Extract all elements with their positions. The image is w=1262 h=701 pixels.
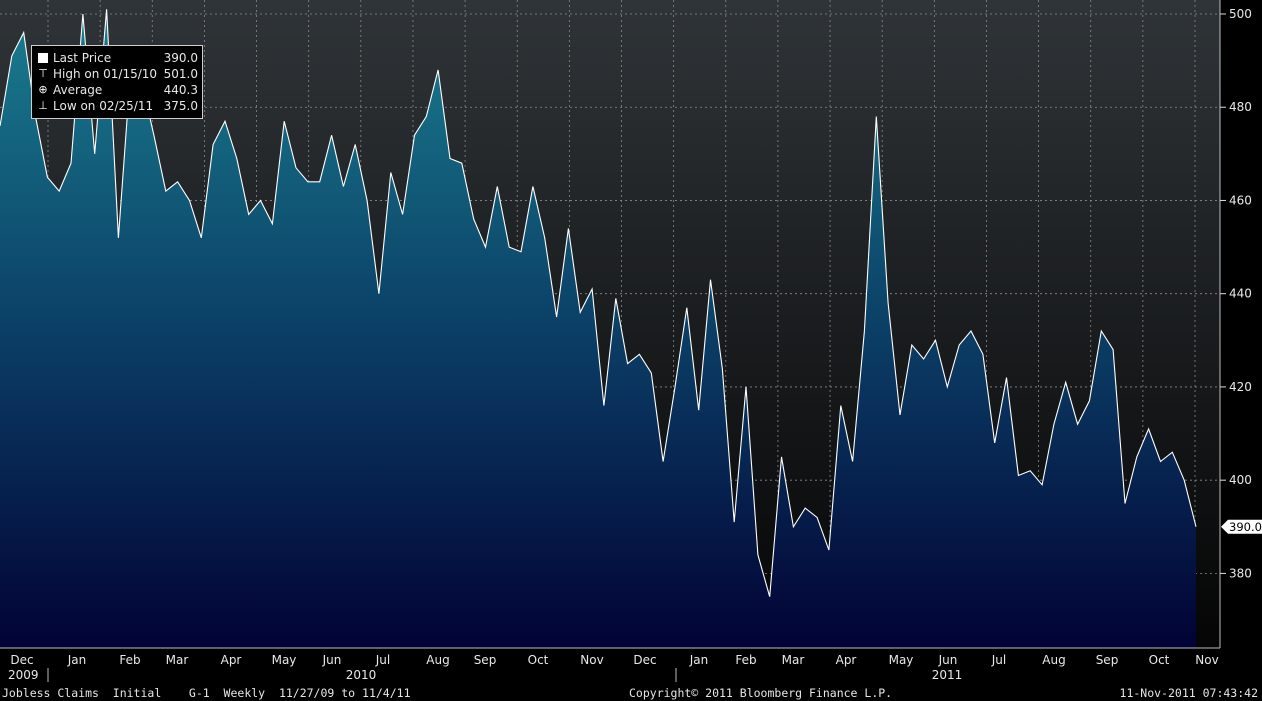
y-tick-label: 380 — [1229, 566, 1252, 580]
y-axis: 380 400 420 440 460 480 500 — [1220, 7, 1252, 580]
last-price-label: 390.0 — [1229, 520, 1262, 534]
x-year-label: 2011 — [932, 668, 963, 682]
series-area-fill — [0, 9, 1196, 649]
x-tick-label: Feb — [119, 653, 140, 667]
x-tick-label: Jun — [322, 653, 342, 667]
legend-value: 501.0 — [163, 67, 198, 81]
legend-label: Average — [53, 83, 103, 97]
y-tick-label: 480 — [1229, 100, 1252, 114]
y-tick-label: 420 — [1229, 380, 1252, 394]
y-tick-label: 460 — [1229, 193, 1252, 207]
x-tick-label: Dec — [633, 653, 656, 667]
legend: Last Price 390.0 ⊤ High on 01/15/10 501.… — [31, 45, 203, 119]
legend-value: 375.0 — [163, 99, 198, 113]
y-tick-label: 440 — [1229, 287, 1252, 301]
x-tick-label: Apr — [221, 653, 242, 667]
legend-item-high: ⊤ High on 01/15/10 501.0 — [32, 66, 202, 82]
legend-value: 440.3 — [163, 83, 198, 97]
low-marker-icon: ⊥ — [38, 99, 48, 112]
legend-item-last-price: Last Price 390.0 — [32, 50, 202, 66]
x-tick-label: Mar — [166, 653, 189, 667]
x-tick-label: Aug — [1042, 653, 1065, 667]
x-year-label: 2010 — [346, 668, 377, 682]
x-tick-label: May — [272, 653, 297, 667]
x-tick-label: Dec — [10, 653, 33, 667]
x-tick-label: Sep — [474, 653, 497, 667]
high-marker-icon: ⊤ — [38, 67, 48, 80]
x-tick-label: Mar — [782, 653, 805, 667]
last-price-marker: 390.0 — [1221, 519, 1262, 534]
average-marker-icon: ⊕ — [38, 83, 48, 96]
x-tick-label: Feb — [735, 653, 756, 667]
x-tick-label: Jan — [67, 653, 87, 667]
x-tick-label: Aug — [426, 653, 449, 667]
x-tick-label: May — [889, 653, 914, 667]
footer-series-info: Jobless Claims Initial G-1 Weekly 11/27/… — [2, 686, 411, 700]
footer-timestamp: 11-Nov-2011 07:43:42 — [1119, 686, 1258, 700]
legend-label: High on 01/15/10 — [53, 67, 158, 81]
x-tick-label: Oct — [1149, 653, 1170, 667]
x-tick-label: Sep — [1096, 653, 1119, 667]
square-icon — [37, 51, 49, 65]
x-tick-label: Nov — [1195, 653, 1218, 667]
y-tick-label: 400 — [1229, 473, 1252, 487]
footer-copyright: Copyright© 2011 Bloomberg Finance L.P. — [629, 686, 893, 700]
x-year-label: 2009 — [8, 668, 39, 682]
x-axis: Dec Jan Feb Mar Apr May Jun Jul Aug Sep Oct Nov Dec J… — [8, 653, 1219, 682]
legend-value: 390.0 — [163, 51, 198, 65]
legend-label: Low on 02/25/11 — [53, 99, 154, 113]
last-price-tag — [1221, 519, 1262, 534]
series-line — [0, 9, 1197, 597]
x-tick-label: Jan — [689, 653, 709, 667]
legend-item-low: ⊥ Low on 02/25/11 375.0 — [32, 98, 202, 114]
y-tick-label: 500 — [1229, 7, 1252, 21]
legend-label: Last Price — [53, 51, 112, 65]
x-tick-label: Apr — [836, 653, 857, 667]
x-tick-label: Oct — [528, 653, 549, 667]
x-tick-label: Jun — [938, 653, 958, 667]
legend-item-average: ⊕ Average 440.3 — [32, 82, 202, 98]
x-tick-label: Nov — [580, 653, 603, 667]
x-tick-label: Jul — [991, 653, 1006, 667]
x-tick-label: Jul — [375, 653, 390, 667]
